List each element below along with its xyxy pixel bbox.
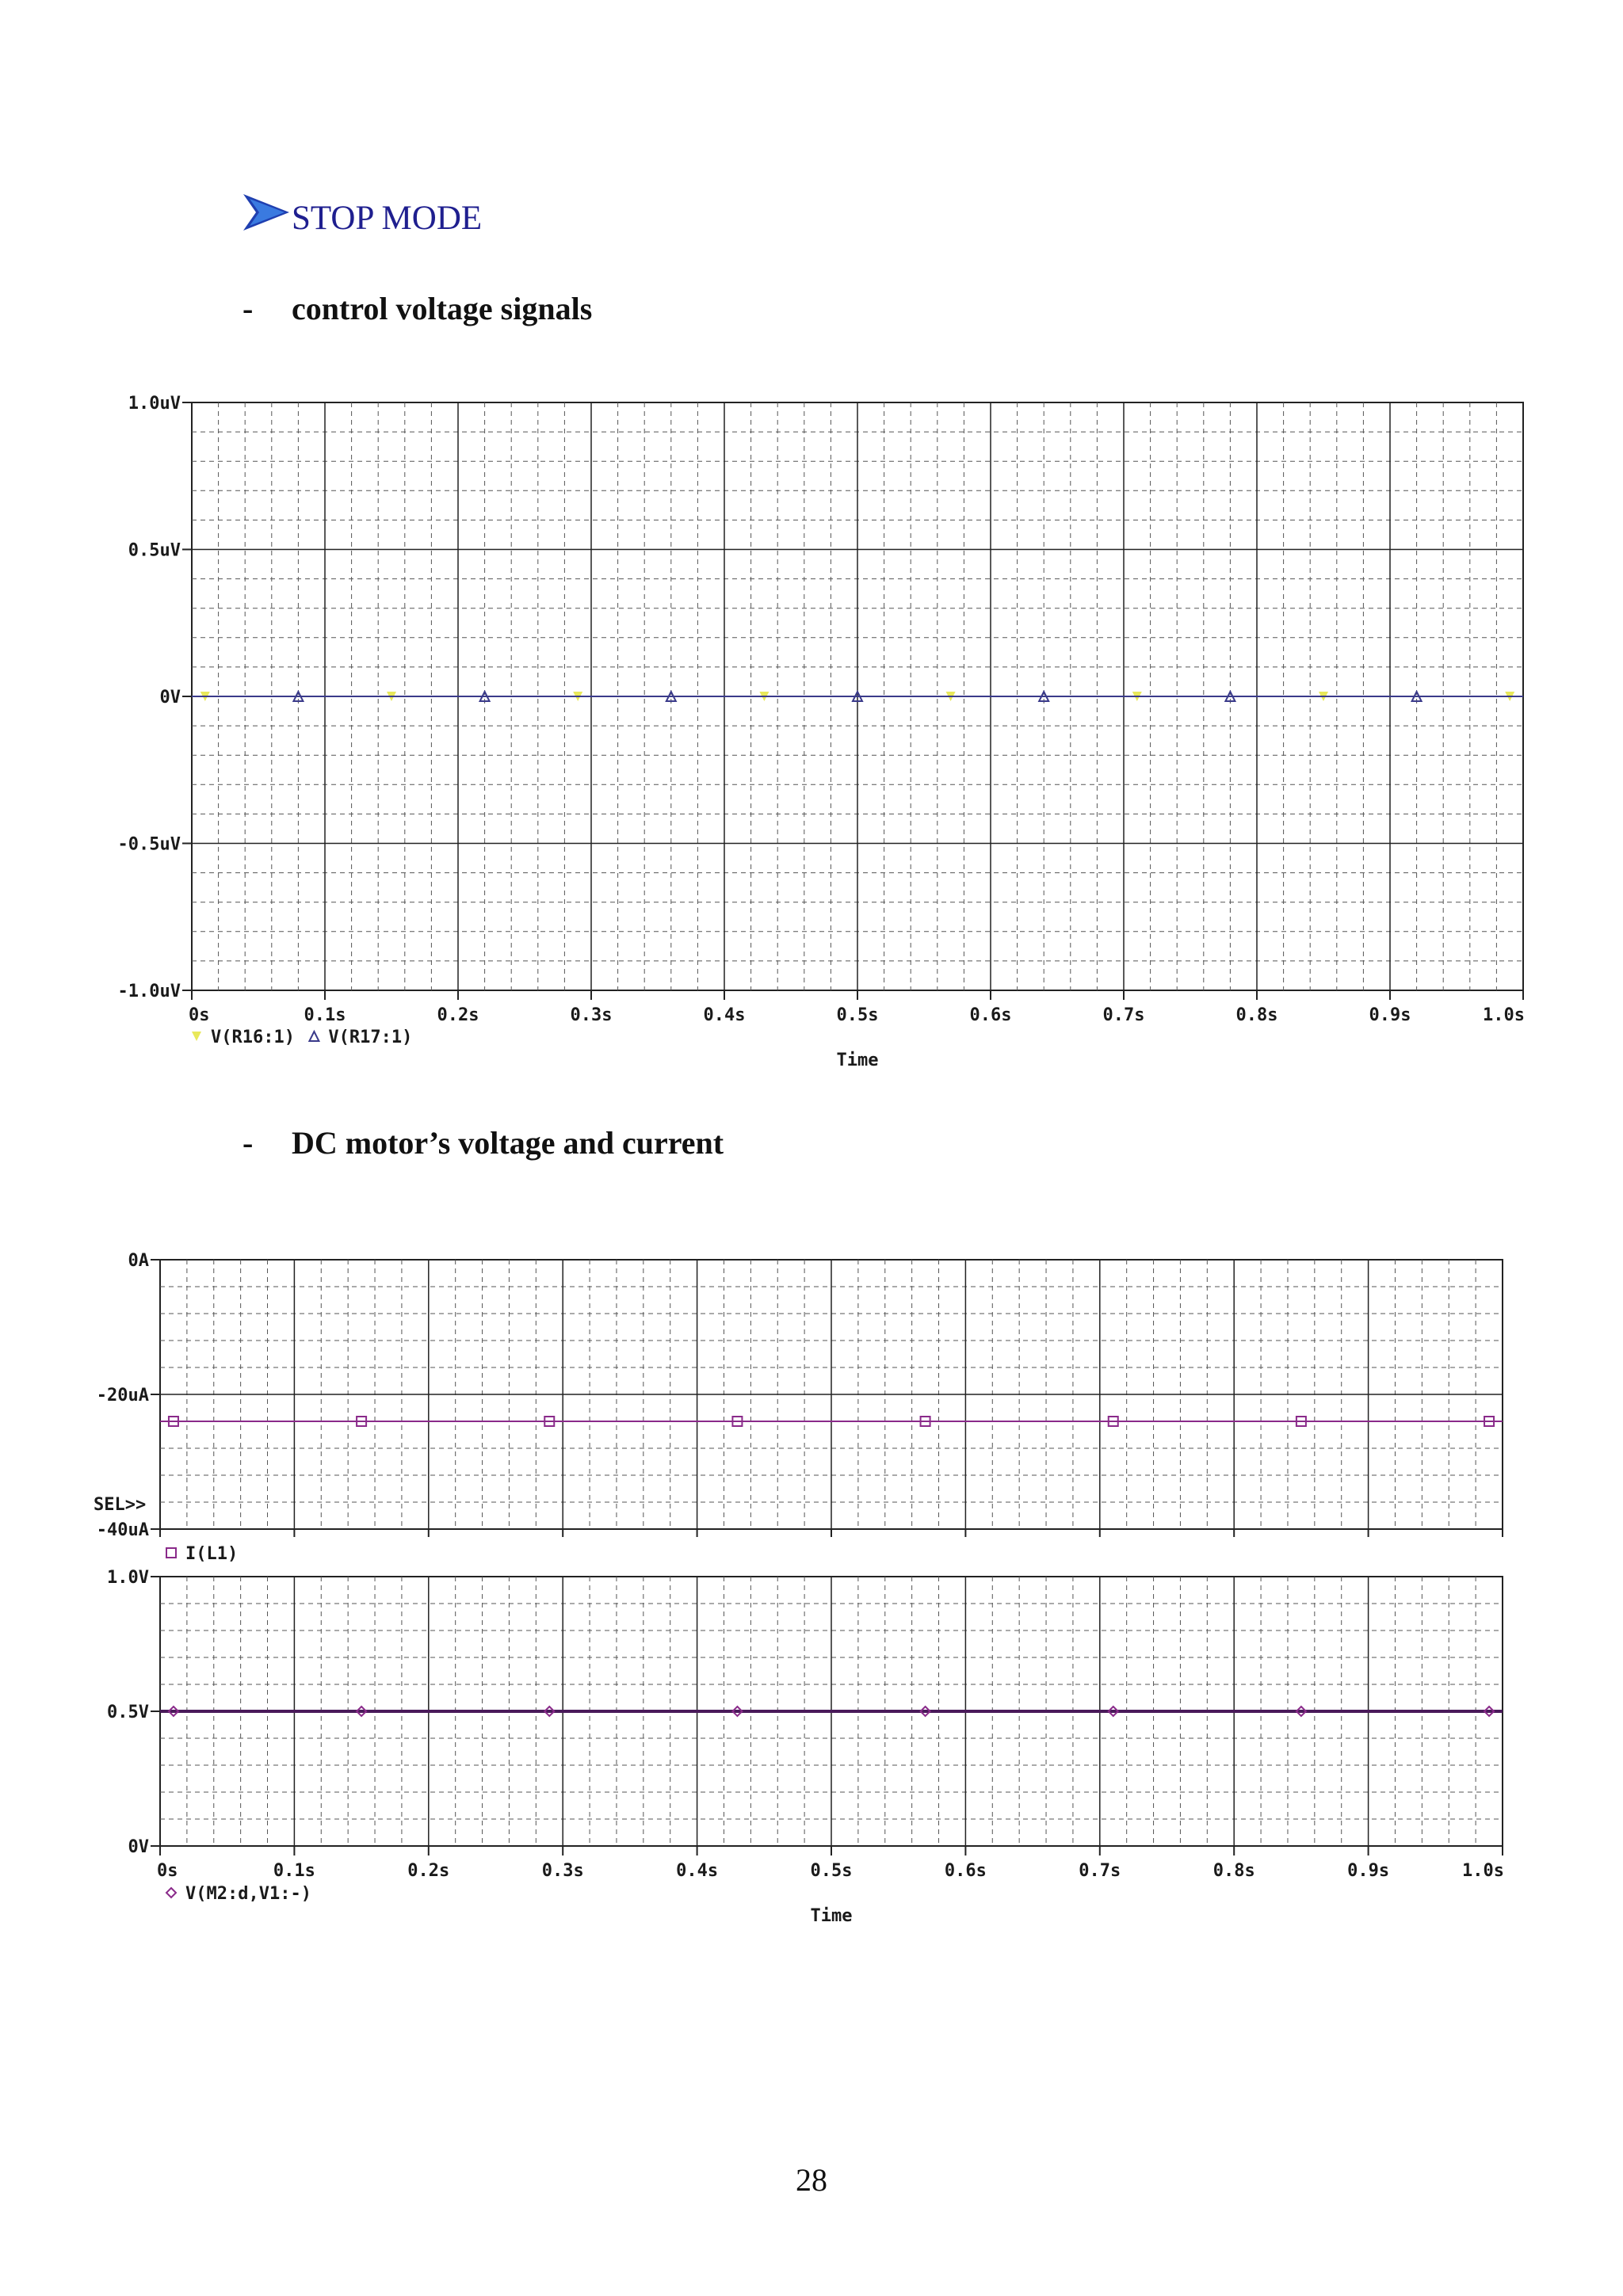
legend-label: V(M2:d,V1:-) <box>185 1884 311 1904</box>
x-tick-label: 0.5s <box>811 1861 853 1881</box>
x-tick-label: 0.1s <box>273 1861 315 1881</box>
data-point-marker <box>1107 1416 1119 1427</box>
data-point-marker <box>1037 689 1050 702</box>
x-tick-label: 0.9s <box>1347 1861 1389 1881</box>
data-point-marker <box>851 689 864 702</box>
y-tick-label: 0.5V <box>107 1703 149 1722</box>
data-point-marker <box>167 1416 179 1427</box>
data-point-marker <box>356 1416 368 1427</box>
data-point-marker <box>731 1705 743 1718</box>
y-tick-label: 1.0V <box>107 1568 149 1588</box>
data-point-marker <box>292 689 305 702</box>
y-tick-label: 0V <box>128 1837 150 1857</box>
x-tick-label: 0.2s <box>407 1861 449 1881</box>
data-point-marker <box>355 1705 368 1718</box>
x-tick-label: 0.3s <box>542 1861 584 1881</box>
y-tick-label: -1.0uV <box>118 982 181 1001</box>
plot-area: 0V 0.5V 1.0V 0s 0.1s 0.2s 0.3s 0.4s 0.5s 0.6s 0.7s… <box>107 1568 1504 1926</box>
x-tick-label: 0.4s <box>704 1005 746 1025</box>
x-tick-label: 0.6s <box>945 1861 987 1881</box>
y-tick-label: 0.5uV <box>128 541 181 561</box>
data-point-marker <box>1295 1416 1307 1427</box>
x-tick-label: 0.3s <box>571 1005 613 1025</box>
x-tick-label: 0.8s <box>1236 1005 1278 1025</box>
data-point-marker <box>1224 689 1237 702</box>
x-tick-label: 0.8s <box>1213 1861 1255 1881</box>
bullet-dash: - <box>242 1125 254 1161</box>
series-0 <box>160 1416 1503 1427</box>
y-tick-label: 0V <box>160 688 181 707</box>
x-tick-label: 0.5s <box>837 1005 879 1025</box>
data-point-marker <box>167 1705 180 1718</box>
plot-area: -1.0uV -0.5uV 0V 0.5uV 1.0uV 0s 0.1s 0.2s 0.3s 0.… <box>118 394 1525 1070</box>
series-1 <box>192 689 1523 702</box>
data-point-marker <box>543 1705 556 1718</box>
motor-current-voltage-chart: -40uA -20uA 0A I(L1) SEL>> 0V 0.5V 1.0V 0s 0.1s 0.… <box>94 1251 1504 1926</box>
data-point-marker <box>731 1416 743 1427</box>
data-point-marker <box>1410 689 1423 702</box>
page-number: 28 <box>796 2162 827 2198</box>
legend-label: V(R17:1) <box>328 1028 412 1047</box>
data-point-marker <box>665 689 678 702</box>
data-point-marker <box>544 1416 556 1427</box>
legend-label: V(R16:1) <box>211 1028 295 1047</box>
data-point-marker <box>1107 1705 1120 1718</box>
x-tick-label: 1.0s <box>1462 1861 1504 1881</box>
y-tick-label: 0A <box>128 1251 150 1271</box>
legend-marker <box>166 1547 177 1558</box>
selector-label: SEL>> <box>94 1495 146 1515</box>
data-point-marker <box>919 1705 931 1718</box>
x-tick-label: 1.0s <box>1483 1005 1525 1025</box>
legend-marker <box>307 1029 321 1042</box>
arrow-right-icon <box>243 194 289 231</box>
legend-marker <box>192 1032 201 1041</box>
section-title: STOP MODE <box>292 200 483 237</box>
plot-area: -40uA -20uA 0A I(L1) SEL>> <box>94 1251 1503 1564</box>
x-tick-label: 0.7s <box>1103 1005 1145 1025</box>
legend-label: I(L1) <box>185 1544 238 1564</box>
series-0 <box>160 1705 1503 1718</box>
legend-marker <box>165 1886 178 1899</box>
data-point-marker <box>919 1416 931 1427</box>
x-tick-label: 0s <box>189 1005 210 1025</box>
data-point-marker <box>478 689 491 702</box>
y-tick-label: 1.0uV <box>128 394 181 414</box>
x-axis-label: Time <box>837 1051 879 1070</box>
y-tick-label: -20uA <box>97 1386 149 1405</box>
x-tick-label: 0.4s <box>676 1861 718 1881</box>
x-tick-label: 0.1s <box>304 1005 346 1025</box>
x-tick-label: 0.6s <box>970 1005 1012 1025</box>
bullet-dash: - <box>242 291 254 326</box>
x-tick-label: 0.2s <box>437 1005 479 1025</box>
y-tick-label: -0.5uV <box>118 835 181 855</box>
x-tick-label: 0.7s <box>1079 1861 1121 1881</box>
bullet-text: DC motor’s voltage and current <box>292 1125 724 1161</box>
bullet-text: control voltage signals <box>292 291 593 326</box>
data-point-marker <box>1483 1705 1495 1718</box>
data-point-marker <box>1484 1416 1495 1427</box>
x-tick-label: 0s <box>157 1861 178 1881</box>
y-tick-label: -40uA <box>97 1520 149 1540</box>
x-axis-label: Time <box>811 1906 853 1926</box>
control-voltage-chart: -1.0uV -0.5uV 0V 0.5uV 1.0uV 0s 0.1s 0.2s 0.3s 0.… <box>118 394 1525 1070</box>
data-point-marker <box>1295 1705 1308 1718</box>
x-tick-label: 0.9s <box>1369 1005 1411 1025</box>
